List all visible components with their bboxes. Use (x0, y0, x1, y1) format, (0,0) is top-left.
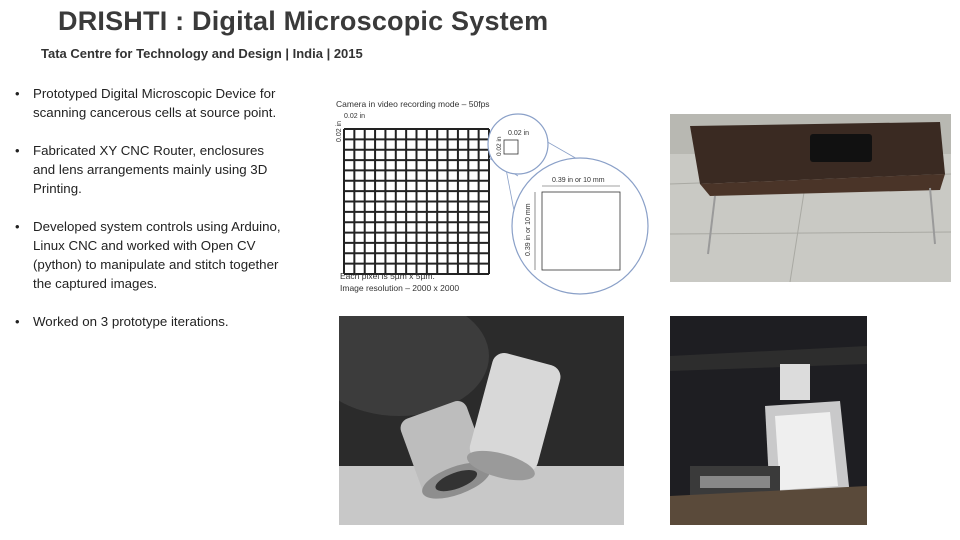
bullet-dot-icon: • (15, 314, 20, 329)
resolution-note: Image resolution – 2000 x 2000 (340, 283, 459, 293)
microscope-closeup-photo (339, 316, 624, 525)
grid-side-label: 0.02 in (336, 121, 343, 142)
pixel-grid (343, 128, 490, 275)
diagram-caption: Camera in video recording mode – 50fps (336, 99, 490, 109)
resolution-diagram: Camera in video recording mode – 50fps 0… (336, 99, 649, 295)
bullet-dot-icon: • (15, 143, 20, 158)
bullet-item: • Prototyped Digital Microscopic Device f… (14, 84, 284, 122)
small-circle-label: 0.02 in (508, 130, 529, 137)
bullet-item: • Fabricated XY CNC Router, enclosures an… (14, 141, 284, 198)
enclosure-prototype-photo (670, 316, 867, 525)
bullet-item: • Developed system controls using Arduino… (14, 217, 284, 293)
big-circle-height-label: 0.39 in or 10 mm (525, 203, 532, 256)
prototype-photo-stand (670, 114, 951, 282)
bullet-text: Worked on 3 prototype iterations. (33, 314, 229, 329)
bullet-text: Fabricated XY CNC Router, enclosures and… (33, 143, 268, 196)
bullet-item: • Worked on 3 prototype iterations. (14, 312, 284, 331)
slide-subtitle: Tata Centre for Technology and Design | … (41, 46, 363, 61)
bullet-list: • Prototyped Digital Microscopic Device f… (14, 84, 284, 331)
grid-top-label: 0.02 in (344, 113, 365, 120)
pixel-size-note: Each pixel is 5µm x 5µm. (340, 271, 435, 281)
small-circle-side-label: 0.02 in (496, 136, 503, 156)
bullet-dot-icon: • (15, 86, 20, 101)
bullet-text: Prototyped Digital Microscopic Device fo… (33, 86, 277, 120)
bullet-dot-icon: • (15, 219, 20, 234)
slide-title: DRISHTI : Digital Microscopic System (58, 6, 549, 36)
bullet-text: Developed system controls using Arduino,… (33, 219, 281, 291)
sensor-area-square (541, 191, 621, 271)
big-circle-width-label: 0.39 in or 10 mm (552, 177, 605, 184)
single-pixel-square (503, 139, 519, 155)
